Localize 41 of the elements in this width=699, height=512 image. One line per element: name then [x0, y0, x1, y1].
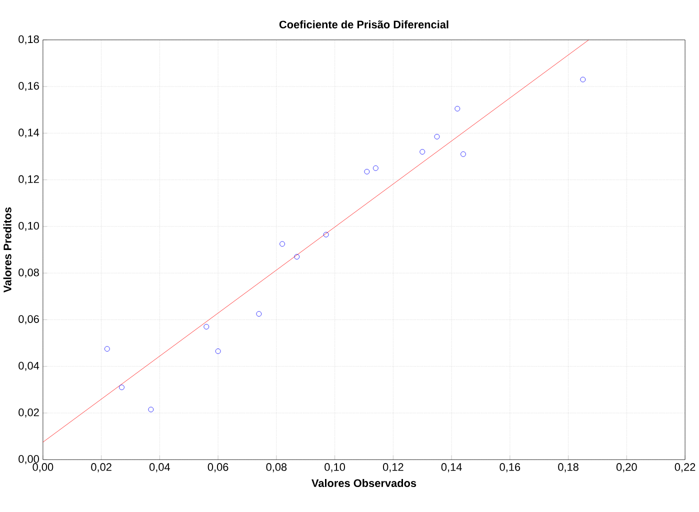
- point: [215, 348, 221, 354]
- point: [204, 324, 210, 330]
- point: [372, 166, 378, 172]
- y-tick-label: 0,14: [18, 128, 40, 138]
- x-axis-title: Valores Observados: [312, 479, 416, 488]
- y-tick-label: 0,00: [18, 455, 39, 464]
- y-tick-label: 0,16: [18, 82, 39, 92]
- x-tick-label: 0,00: [32, 463, 54, 472]
- x-tick-label: 0,20: [616, 463, 637, 472]
- point: [454, 106, 460, 112]
- y-axis-title: Valores Preditos: [3, 208, 12, 293]
- y-tick-label: 0,02: [18, 408, 39, 418]
- x-tick-label: 0,04: [149, 463, 170, 472]
- x-tick-label: 0,18: [558, 463, 578, 472]
- point: [119, 384, 124, 390]
- point: [104, 346, 110, 352]
- y-tick-label: 0,10: [18, 222, 39, 232]
- x-tick-label: 0,06: [208, 463, 228, 472]
- point: [256, 311, 262, 317]
- point: [323, 232, 329, 238]
- point: [460, 152, 466, 158]
- point: [420, 149, 426, 155]
- x-tick-label: 0,02: [91, 463, 112, 472]
- point: [580, 77, 586, 82]
- point: [364, 169, 370, 175]
- y-tick-label: 0,04: [18, 362, 40, 372]
- x-tick-label: 0,08: [266, 463, 287, 472]
- y-tick-label: 0,08: [18, 268, 39, 278]
- point: [434, 134, 440, 140]
- x-tick-label: 0,16: [500, 463, 520, 472]
- x-tick-label: 0,14: [441, 463, 462, 472]
- point: [148, 407, 154, 412]
- point: [280, 241, 285, 247]
- y-tick-label: 0,06: [18, 315, 39, 324]
- y-tick-label: 0,18: [18, 36, 39, 45]
- x-tick-label: 0,12: [382, 463, 404, 472]
- point: [294, 254, 300, 260]
- chart-title: Coeficiente de Prisão Diferencial: [279, 20, 448, 29]
- x-tick-label: 0,10: [324, 463, 346, 472]
- x-tick-label: 0,22: [674, 463, 696, 472]
- y-tick-label: 0,12: [18, 176, 39, 185]
